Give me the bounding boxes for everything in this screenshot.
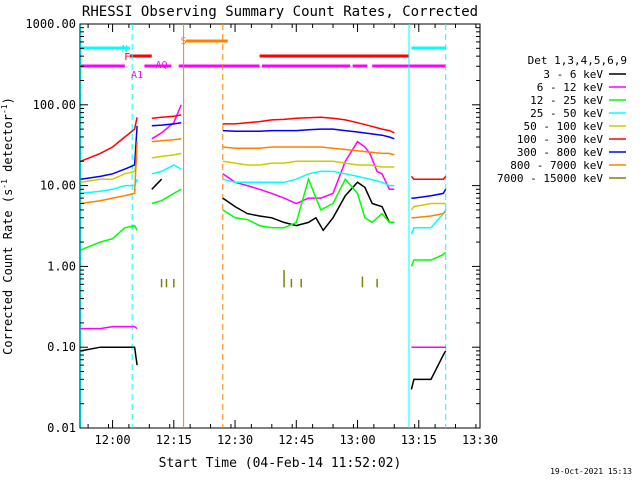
timestamp: 19-Oct-2021 15:13 [550,467,632,476]
x-axis-label: Start Time (04-Feb-14 11:52:02) [159,456,402,471]
series-line [80,164,447,235]
series-line [80,176,447,267]
series-lines [80,104,447,390]
legend-entry-label: 25 - 50 keV [530,107,603,120]
series-line [80,104,446,348]
chart-title: RHESSI Observing Summary Count Rates, Co… [82,4,478,20]
x-tick-label: 13:15 [401,433,437,447]
y-tick-label: 1000.00 [25,17,76,31]
x-tick-label: 12:30 [217,433,253,447]
y-tick-label: 1.00 [47,259,76,273]
x-axis-ticks: 12:00 12:15 12:30 12:45 13:00 13:15 13:30 [87,24,498,447]
x-tick-label: 12:45 [278,433,314,447]
legend-entry-label: 800 - 7000 keV [510,159,603,172]
legend-entry-label: 50 - 100 keV [524,120,604,133]
y-axis-label: Corrected Count Rate (s-1 detector-1) [0,97,15,355]
series-line [80,152,446,211]
series-line [80,178,447,390]
plot-area [79,23,481,429]
annotation-label: AQ [156,60,168,71]
series-line [80,138,447,219]
legend-entry-label: 12 - 25 keV [530,94,603,107]
series-line [80,114,447,180]
plot-frame [79,23,481,429]
legend-entry-label: 300 - 800 keV [517,146,603,159]
y-tick-label: 0.01 [47,421,76,435]
legend-title: Det 1,3,4,5,6,9 [528,54,627,67]
y-tick-label: 0.10 [47,340,76,354]
legend-entry-label: 3 - 6 keV [543,68,603,81]
legend-entry-label: 6 - 12 keV [537,81,604,94]
annotation-label: F [124,52,130,63]
annotation-label: A1 [131,70,143,81]
annotation-label: N [122,44,128,55]
legend-entry-label: 7000 - 15000 keV [497,172,603,185]
annotation-label: S [181,36,187,47]
y-tick-label: 10.00 [40,179,76,193]
x-tick-label: 12:15 [156,433,192,447]
x-tick-label: 12:00 [95,433,131,447]
x-tick-label: 13:30 [462,433,498,447]
state-bars [80,39,446,68]
x-tick-label: 13:00 [339,433,375,447]
y-axis-ticks: 1000.00 100.00 10.00 1.00 0.10 0.01 [25,17,480,435]
series-line [80,121,447,199]
legend-entry-label: 100 - 300 keV [517,133,603,146]
y-tick-label: 100.00 [33,98,76,112]
